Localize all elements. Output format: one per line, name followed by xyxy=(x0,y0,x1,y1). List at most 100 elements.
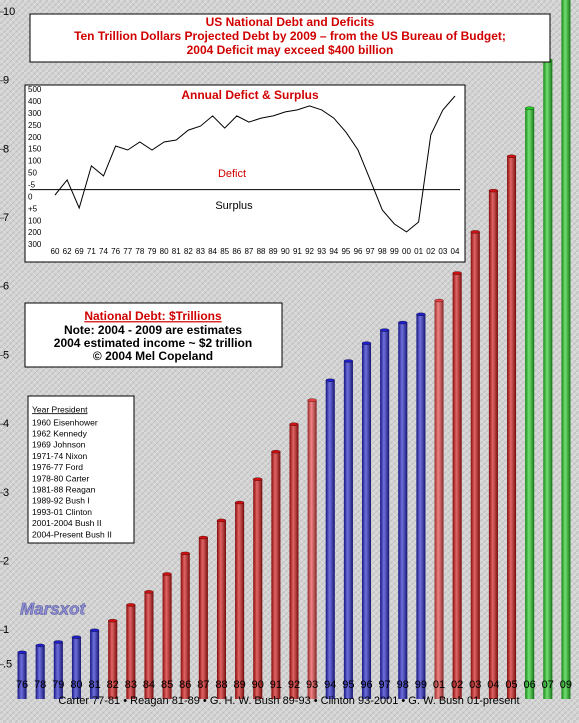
y-tick-label: .5 xyxy=(3,659,12,671)
legend-item: 1971-74 Nixon xyxy=(32,451,88,461)
y-tick-label: +5 xyxy=(28,204,38,213)
x-tick-label: 78 xyxy=(34,679,46,691)
x-tick-label: 82 xyxy=(184,247,193,256)
x-tick-label: 01 xyxy=(414,247,423,256)
x-tick-label: 82 xyxy=(107,679,119,691)
bar-cap xyxy=(271,450,281,454)
x-tick-label: 04 xyxy=(487,679,499,691)
legend-item: 1981-88 Reagan xyxy=(32,484,96,494)
bar-cap xyxy=(53,640,63,644)
bar-shade xyxy=(416,314,426,699)
bar-shade xyxy=(452,273,462,699)
x-tick-label: 96 xyxy=(360,679,372,691)
legend-item: 1993-01 Clinton xyxy=(32,507,92,517)
x-tick-label: 95 xyxy=(342,679,354,691)
legend-item: 1978-80 Carter xyxy=(32,473,89,483)
bar-cap xyxy=(343,359,354,363)
y-tick-label: 200 xyxy=(28,133,42,142)
bar-shade xyxy=(289,424,299,699)
x-tick-label: 84 xyxy=(143,679,155,691)
x-tick-label: 98 xyxy=(378,247,387,256)
inset-label: Surplus xyxy=(215,200,253,212)
y-tick-label: 9 xyxy=(3,75,9,87)
x-tick-label: 99 xyxy=(415,679,427,691)
bar-cap xyxy=(71,635,82,639)
x-tick-label: 91 xyxy=(270,679,282,691)
bar-cap xyxy=(470,230,480,234)
bar-shade xyxy=(53,641,63,699)
bar-cap xyxy=(180,551,190,556)
bar-cap xyxy=(89,628,100,632)
y-tick-label: 6 xyxy=(3,281,9,293)
y-tick-label: 10 xyxy=(3,6,15,18)
bar-shade xyxy=(488,190,498,699)
y-tick-label: -5 xyxy=(28,180,36,189)
x-tick-label: 96 xyxy=(354,247,363,256)
x-tick-label: 02 xyxy=(426,247,435,256)
bar-shade xyxy=(126,604,136,699)
x-tick-label: 81 xyxy=(172,247,181,256)
legend-item: 1976-77 Ford xyxy=(32,462,83,472)
bar-cap xyxy=(307,398,317,402)
bar-cap xyxy=(452,271,462,275)
y-tick-label: 50 xyxy=(28,169,37,178)
y-tick-label: 1 xyxy=(3,624,9,636)
y-tick-label: 7 xyxy=(3,212,9,224)
y-tick-label: 300 xyxy=(28,109,42,118)
bar-shade xyxy=(398,322,408,699)
y-tick-label: 2 xyxy=(3,556,9,568)
x-tick-label: 74 xyxy=(99,247,108,256)
x-tick-label: 87 xyxy=(197,679,209,691)
bar-shade xyxy=(343,360,353,699)
x-tick-label: 91 xyxy=(293,247,302,256)
y-tick-label: 200 xyxy=(28,228,42,237)
x-tick-label: 60 xyxy=(51,247,60,256)
bar-cap xyxy=(325,378,335,382)
x-tick-label: 90 xyxy=(281,247,290,256)
legend-title: Year President xyxy=(32,404,88,414)
x-tick-label: 05 xyxy=(505,679,517,691)
y-tick-label: 4 xyxy=(3,418,9,430)
bar-cap xyxy=(416,312,426,316)
annotation: National Debt: $Trillions xyxy=(84,309,222,323)
y-tick-label: 8 xyxy=(3,143,9,155)
x-tick-label: 92 xyxy=(288,679,300,691)
title-box xyxy=(29,13,551,63)
x-tick-label: 89 xyxy=(233,679,245,691)
x-tick-label: 06 xyxy=(524,679,536,691)
x-tick-label: 76 xyxy=(16,679,28,691)
x-tick-label: 89 xyxy=(269,247,278,256)
bar-shade xyxy=(144,591,154,699)
x-tick-label: 85 xyxy=(161,679,173,691)
y-tick-label: 5 xyxy=(3,349,9,361)
legend-item: 2001-2004 Bush II xyxy=(32,518,101,528)
x-tick-label: 94 xyxy=(329,247,338,256)
x-tick-label: 92 xyxy=(305,247,314,256)
bar-shade xyxy=(235,502,245,699)
x-tick-label: 01 xyxy=(433,679,445,691)
bar-shade xyxy=(108,620,118,699)
annotation: 2004 estimated income ~ $2 trillion xyxy=(54,336,252,350)
bar-cap xyxy=(35,643,45,648)
y-tick-label: 100 xyxy=(28,157,42,166)
bar-cap xyxy=(253,477,263,481)
legend-box xyxy=(27,395,135,544)
y-tick-label: 250 xyxy=(28,121,42,130)
bar-shade xyxy=(180,553,190,699)
bar-cap xyxy=(198,535,209,540)
bar-cap xyxy=(108,619,118,623)
x-tick-label: 79 xyxy=(52,679,64,691)
legend-item: 1962 Kennedy xyxy=(32,428,88,438)
bar-shade xyxy=(525,108,535,700)
x-tick-label: 83 xyxy=(125,679,137,691)
x-tick-label: 03 xyxy=(438,247,447,256)
y-tick-label: 500 xyxy=(28,85,42,94)
x-axis-label: Carter 77-81 • Reagan 81-89 • G. H. W. B… xyxy=(58,695,519,707)
x-tick-label: 81 xyxy=(88,679,100,691)
x-tick-label: 76 xyxy=(111,247,120,256)
x-tick-label: 00 xyxy=(402,247,411,256)
legend-item: 1960 Eisenhower xyxy=(32,417,98,427)
bar-shade xyxy=(470,231,480,699)
bar-shade xyxy=(198,537,208,699)
x-tick-label: 02 xyxy=(451,679,463,691)
